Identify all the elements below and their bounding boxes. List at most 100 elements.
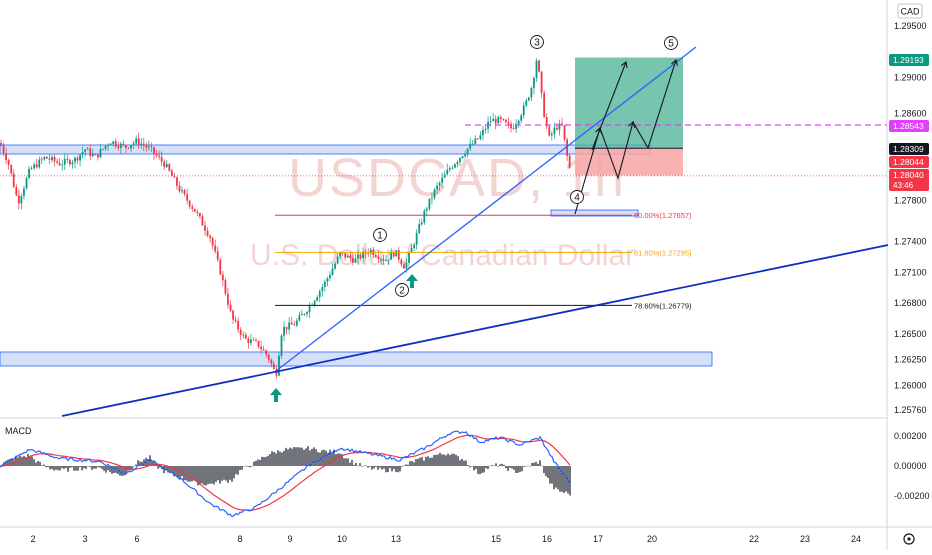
price-badge[interactable] (889, 120, 929, 132)
macd-histogram-bar (341, 454, 343, 466)
projected-wave-path[interactable] (574, 59, 677, 215)
macd-histogram-bar (37, 460, 39, 466)
candle-body (387, 259, 390, 261)
macd-histogram-bar (437, 454, 439, 466)
time-axis[interactable]: 2 3 6 8 9 10 13 15 16 17 20 22 23 24 (30, 533, 915, 545)
macd-histogram-bar (51, 466, 53, 469)
candle-body (288, 322, 291, 330)
macd-histogram-bar (361, 466, 363, 467)
macd-histogram-bar (395, 466, 397, 473)
macd-histogram-bar (429, 457, 431, 466)
macd-histogram-bar (451, 453, 453, 466)
time-tick-label: 17 (593, 534, 603, 544)
resistance-zone[interactable] (0, 144, 651, 155)
macd-histogram-bar (381, 466, 383, 470)
candle-body (479, 135, 482, 140)
macd-histogram-bar (221, 466, 223, 481)
macd-histogram-bar (435, 454, 437, 466)
macd-histogram-bar (99, 466, 101, 468)
price-badge[interactable] (889, 169, 929, 191)
gear-icon-center (907, 537, 911, 541)
macd-histogram-bar (205, 466, 207, 486)
candle-body (56, 161, 58, 163)
price-badge[interactable] (889, 143, 929, 155)
macd-histogram-bar (459, 460, 461, 466)
macd-histogram-bar (151, 460, 153, 466)
macd-histogram-bar (397, 466, 399, 473)
candle-body (109, 143, 112, 146)
candle-body (122, 143, 125, 145)
price-badge[interactable] (889, 156, 929, 168)
drawings-layer[interactable] (0, 46, 889, 417)
macd-indicator-label[interactable]: MACD (5, 426, 32, 436)
macd-histogram-bar (129, 466, 131, 471)
long-term-support-line[interactable] (61, 244, 889, 417)
macd-histogram-bar (535, 461, 537, 466)
candle-body (497, 116, 500, 124)
candle-body (336, 256, 339, 264)
candle-body (242, 334, 245, 336)
candles-layer (0, 58, 571, 379)
projected-wave-path-alt[interactable] (591, 61, 627, 151)
rising-trendline[interactable] (275, 46, 697, 372)
candle-body (94, 154, 97, 156)
macd-histogram-bar (227, 466, 229, 483)
candle-body (520, 115, 523, 121)
macd-histogram-bar (285, 447, 287, 466)
macd-histogram-bar (467, 465, 469, 466)
macd-histogram-bar (505, 466, 507, 469)
candle-body (568, 155, 571, 168)
macd-histogram-bar (543, 466, 545, 474)
price-axis[interactable]: 1.29500 1.29000 1.28600 1.27800 1.27400 1.271… (889, 21, 930, 501)
currency-badge[interactable] (897, 3, 923, 19)
gear-icon[interactable] (903, 533, 915, 545)
price-badge[interactable] (889, 54, 929, 66)
time-tick-label: 9 (287, 534, 292, 544)
macd-histogram-bar (255, 460, 257, 466)
fib-level-label: 61.80%(1.27295) (634, 248, 692, 257)
macd-histogram-bar (229, 466, 231, 480)
candle-body (33, 164, 36, 169)
macd-histogram-bar (533, 462, 535, 466)
macd-histogram-bar (175, 466, 177, 477)
macd-histogram-bar (343, 458, 345, 466)
candle-body (125, 144, 127, 148)
price-tick-label: 1.29500 (894, 21, 927, 31)
macd-histogram-bar (353, 464, 355, 466)
macd-histogram-bar (59, 466, 61, 471)
candle-body (216, 251, 219, 260)
candle-body (117, 146, 120, 148)
macd-histogram-bar (207, 466, 209, 485)
macd-histogram-bar (311, 448, 313, 466)
macd-histogram-bar (371, 466, 373, 470)
macd-histogram-bar (391, 466, 393, 472)
wave-label-circle (570, 190, 584, 204)
candle-body (466, 148, 469, 155)
wave4-target-zone[interactable] (550, 209, 639, 217)
candle-body (308, 305, 311, 313)
wave-label: 2 (399, 286, 405, 297)
macd-histogram-bar (197, 466, 199, 486)
candle-body (267, 354, 270, 360)
support-zone[interactable] (0, 351, 713, 367)
macd-histogram-bar (271, 451, 273, 466)
macd-histogram-bar (351, 459, 353, 466)
take-profit-area[interactable] (575, 57, 683, 149)
candle-body (533, 77, 535, 89)
macd-histogram-bar (403, 465, 405, 466)
candle-body (469, 143, 472, 149)
candle-body (438, 182, 441, 186)
position-tool[interactable] (575, 57, 683, 176)
macd-histogram-bar (193, 466, 195, 481)
candle-body (313, 300, 316, 306)
macd-histogram-bar (257, 459, 259, 466)
candle-body (107, 145, 109, 146)
time-tick-label: 13 (391, 534, 401, 544)
wave-label: 1 (377, 231, 383, 242)
wave-arrow-head-icon (671, 58, 678, 66)
macd-histogram-bar (345, 458, 347, 466)
stop-loss-area[interactable] (575, 148, 683, 176)
candle-body (81, 151, 84, 155)
